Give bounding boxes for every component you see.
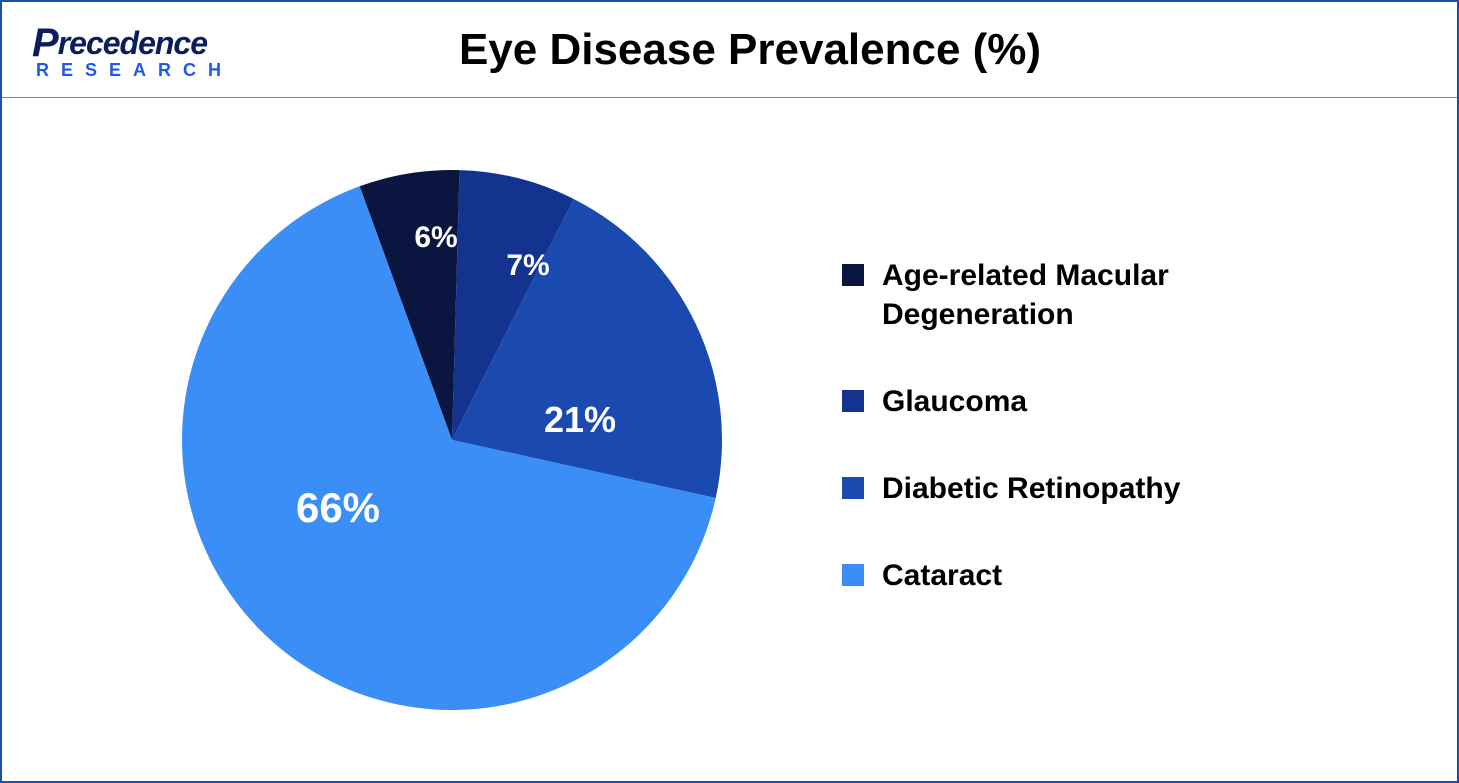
legend: Age-related Macular Degeneration Glaucoma… bbox=[802, 236, 1397, 643]
pie-chart: 6% 7% 21% 66% bbox=[102, 160, 802, 720]
brand-logo: Precedence RESEARCH bbox=[32, 19, 233, 81]
brand-logo-sub: RESEARCH bbox=[36, 60, 233, 81]
brand-logo-word: recedence bbox=[58, 25, 207, 62]
legend-item: Glaucoma bbox=[842, 382, 1397, 421]
legend-label: Glaucoma bbox=[882, 382, 1027, 421]
legend-swatch bbox=[842, 477, 864, 499]
legend-swatch bbox=[842, 390, 864, 412]
pie-slice-label: 7% bbox=[506, 249, 549, 283]
pie-wrap: 6% 7% 21% 66% bbox=[172, 160, 732, 720]
legend-item: Diabetic Retinopathy bbox=[842, 469, 1397, 508]
header: Precedence RESEARCH Eye Disease Prevalen… bbox=[2, 2, 1457, 98]
legend-swatch bbox=[842, 264, 864, 286]
pie-slice-label: 6% bbox=[414, 221, 457, 255]
chart-title: Eye Disease Prevalence (%) bbox=[273, 25, 1427, 75]
brand-logo-p: P bbox=[32, 21, 58, 66]
legend-label: Diabetic Retinopathy bbox=[882, 469, 1180, 508]
content-area: 6% 7% 21% 66% Age-related Macular Degenerat… bbox=[2, 98, 1457, 781]
legend-label: Age-related Macular Degeneration bbox=[882, 256, 1302, 334]
legend-swatch bbox=[842, 564, 864, 586]
legend-item: Age-related Macular Degeneration bbox=[842, 256, 1397, 334]
pie-slice-label: 21% bbox=[544, 399, 616, 441]
chart-frame: Precedence RESEARCH Eye Disease Prevalen… bbox=[0, 0, 1459, 783]
legend-item: Cataract bbox=[842, 556, 1397, 595]
pie-slice-label: 66% bbox=[296, 484, 380, 532]
legend-label: Cataract bbox=[882, 556, 1002, 595]
brand-logo-main: Precedence bbox=[32, 19, 233, 64]
